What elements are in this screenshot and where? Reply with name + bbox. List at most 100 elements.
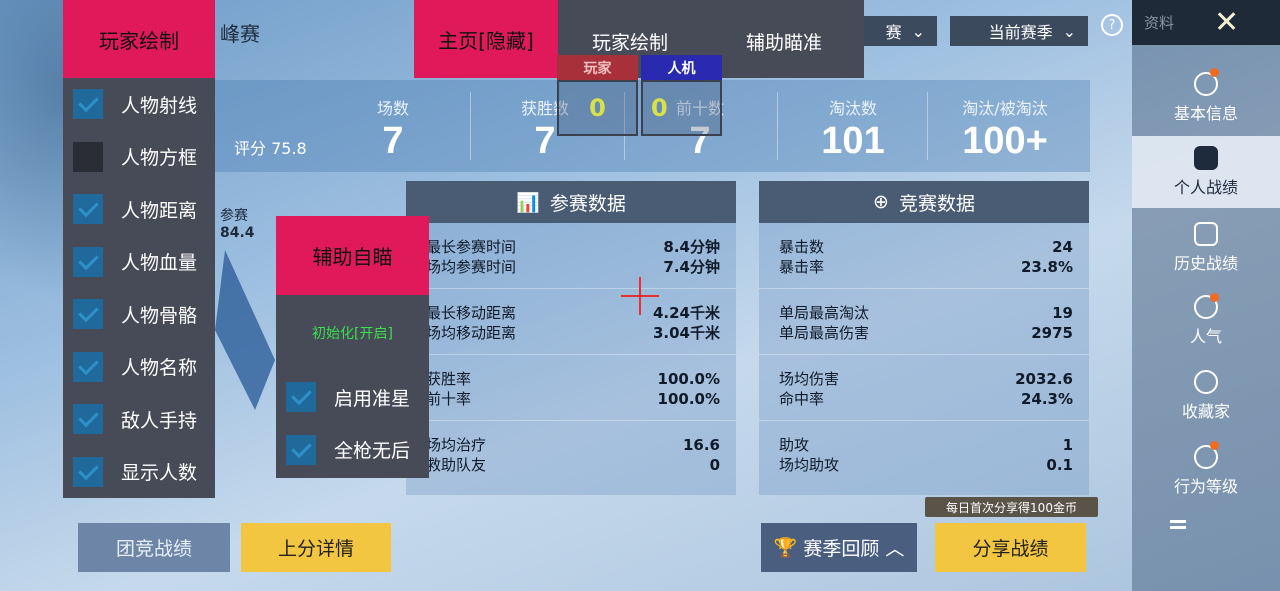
- option-label: 敌人手持: [121, 409, 198, 432]
- sidebar-item-label: 人气: [1189, 327, 1222, 346]
- checkbox[interactable]: [73, 404, 103, 435]
- init-status-row: 初始化[开启]: [276, 295, 429, 371]
- row-label: 单局最高淘汰: [779, 304, 870, 322]
- chevron-down-icon: ⌄: [911, 21, 925, 41]
- chevron-up-icon: ︿: [885, 538, 905, 560]
- stat-value: 7: [382, 120, 404, 162]
- radar-chart-label: 参赛 84.4: [220, 205, 255, 241]
- checkbox[interactable]: [73, 456, 103, 487]
- close-icon[interactable]: ✕: [1214, 5, 1240, 40]
- checkbox[interactable]: [73, 246, 103, 277]
- checkbox[interactable]: [286, 382, 316, 413]
- table-row: 场均伤害 命中率 2032.6 24.3%: [759, 355, 1089, 421]
- history-doc-icon: [1194, 222, 1218, 246]
- sidebar-item-collector[interactable]: 收藏家: [1132, 360, 1280, 432]
- sidebar-item-label: 行为等级: [1173, 477, 1238, 496]
- trophy-icon: 🏆: [773, 537, 798, 559]
- stats-summary: [215, 80, 1090, 172]
- option-no-recoil[interactable]: 全枪无后: [276, 424, 429, 477]
- row-label: 获胜率: [426, 370, 472, 388]
- crosshair-icon-vertical: [639, 277, 641, 315]
- rating-value: 75.8: [271, 139, 307, 158]
- checkbox[interactable]: [73, 299, 103, 330]
- option-enemy-weapon[interactable]: 敌人手持: [63, 393, 215, 446]
- team-stats-button[interactable]: 团竞战绩: [78, 523, 230, 572]
- sidebar-item-label: 基本信息: [1173, 104, 1238, 123]
- row-label: 救助队友: [426, 456, 487, 474]
- row-value: 24.3%: [1020, 390, 1073, 408]
- mode-dropdown[interactable]: 赛 ⌄: [855, 16, 937, 46]
- row-label: 场均助攻: [779, 456, 840, 474]
- bot-count-value: 0: [651, 94, 668, 122]
- popularity-icon: [1194, 295, 1218, 319]
- page-title: 峰赛: [220, 22, 260, 46]
- stat-value: 100+: [962, 120, 1048, 162]
- profile-icon: [1194, 72, 1218, 96]
- table-row: 最长移动距离 场均移动距离 4.24千米 3.04千米: [406, 289, 736, 355]
- share-tooltip: 每日首次分享得100金币: [925, 497, 1098, 517]
- row-value: 0: [709, 456, 720, 474]
- rating-label: 评分: [234, 139, 267, 158]
- row-value: 2975: [1031, 324, 1073, 342]
- row-value: 8.4分钟: [663, 238, 720, 256]
- checkbox[interactable]: [286, 434, 316, 465]
- season-dropdown[interactable]: 当前赛季 ⌄: [950, 16, 1088, 46]
- tab-aim-assist[interactable]: 辅助瞄准: [746, 32, 823, 54]
- collector-badge-icon: [1194, 370, 1218, 394]
- stats-doc-icon: [1194, 146, 1218, 170]
- sidebar-item-label: 历史战绩: [1173, 254, 1238, 273]
- panel-title: 竞赛数据: [898, 192, 975, 215]
- participation-panel: 📊 参赛数据 最长参赛时间 场均参赛时间 8.4分钟 7.4分钟 最长移动距离 场均移动距…: [406, 181, 736, 495]
- option-box[interactable]: 人物方框: [63, 131, 215, 184]
- share-button[interactable]: 分享战绩: [935, 523, 1086, 572]
- aim-assist-header: 辅助自瞄: [276, 216, 429, 295]
- row-value: 7.4分钟: [663, 258, 720, 276]
- row-value: 3.04千米: [652, 324, 720, 342]
- option-line[interactable]: 人物射线: [63, 78, 215, 131]
- row-value: 0.1: [1046, 456, 1073, 474]
- bot-count-label-text: 人机: [667, 60, 696, 77]
- checkbox[interactable]: [73, 89, 103, 120]
- checkbox[interactable]: [73, 351, 103, 382]
- stat-label: 淘汰/被淘汰: [962, 99, 1048, 118]
- menu-icon[interactable]: [1170, 520, 1186, 529]
- row-label: 暴击率: [779, 258, 825, 276]
- player-draw-menu: 玩家绘制 人物射线 人物方框 人物距离 人物血量 人物骨骼 人物名称 敌人手持 …: [63, 0, 215, 498]
- option-crosshair[interactable]: 启用准星: [276, 371, 429, 424]
- sidebar-item-popularity[interactable]: 人气: [1132, 285, 1280, 357]
- row-value: 2032.6: [1015, 370, 1073, 388]
- sidebar-item-personal-stats[interactable]: 个人战绩: [1132, 136, 1280, 208]
- sidebar-item-basic-info[interactable]: 基本信息: [1132, 62, 1280, 134]
- row-label: 最长移动距离: [426, 304, 517, 322]
- season-review-button[interactable]: 🏆 赛季回顾 ︿: [761, 523, 917, 572]
- sidebar-item-behavior[interactable]: 行为等级: [1132, 435, 1280, 507]
- stat-wins: 获胜数 7: [470, 95, 620, 163]
- stat-label: 淘汰数: [828, 99, 877, 118]
- stat-top10: 前十数 7: [625, 95, 775, 163]
- sidebar-header: 资料 ✕: [1132, 0, 1280, 45]
- option-health[interactable]: 人物血量: [63, 236, 215, 289]
- help-icon[interactable]: ?: [1101, 14, 1123, 36]
- bot-count-label: 人机: [641, 55, 722, 80]
- option-distance[interactable]: 人物距离: [63, 183, 215, 236]
- option-name[interactable]: 人物名称: [63, 341, 215, 394]
- crosshair-icon: ⊕: [873, 191, 889, 213]
- option-skeleton[interactable]: 人物骨骼: [63, 288, 215, 341]
- tab-player-draw[interactable]: 玩家绘制: [592, 32, 669, 54]
- divider: [624, 92, 625, 160]
- sidebar-item-history[interactable]: 历史战绩: [1132, 212, 1280, 284]
- option-label: 人物名称: [121, 357, 198, 380]
- row-value: 100.0%: [657, 370, 720, 388]
- player-draw-header: 玩家绘制: [63, 0, 215, 78]
- tab-home-hide[interactable]: 主页[隐藏]: [414, 0, 558, 78]
- row-value: 19: [1052, 304, 1073, 322]
- season-dropdown-label: 当前赛季: [988, 23, 1053, 42]
- row-label: 场均参赛时间: [426, 258, 517, 276]
- option-show-count[interactable]: 显示人数: [63, 446, 215, 499]
- table-row: 最长参赛时间 场均参赛时间 8.4分钟 7.4分钟: [406, 223, 736, 289]
- notification-dot: [1210, 441, 1219, 450]
- checkbox[interactable]: [73, 141, 103, 172]
- row-value: 24: [1052, 238, 1073, 256]
- rank-details-button[interactable]: 上分详情: [241, 523, 391, 572]
- checkbox[interactable]: [73, 194, 103, 225]
